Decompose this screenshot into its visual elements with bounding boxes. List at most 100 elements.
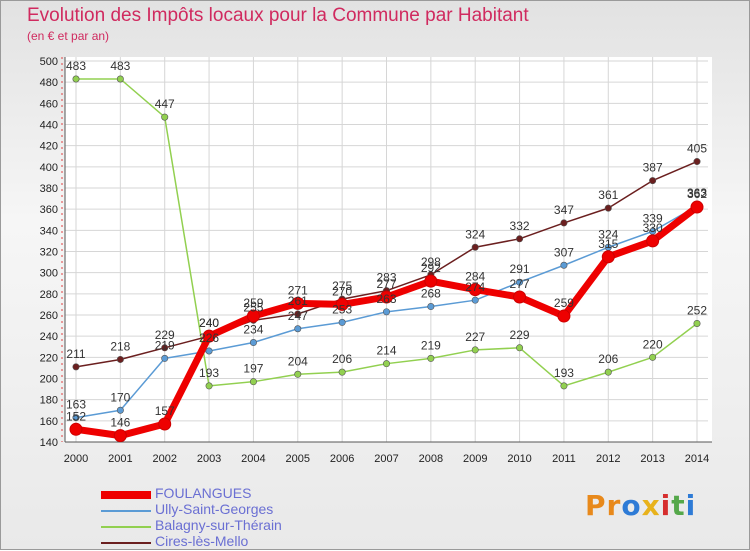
data-label: 270	[332, 284, 352, 298]
data-point	[294, 310, 302, 318]
data-label: 252	[687, 303, 707, 317]
data-label: 263	[376, 292, 396, 306]
logo-letter: P	[585, 489, 607, 522]
data-label: 253	[332, 302, 352, 316]
legend-label: Cires-lès-Mello	[155, 533, 249, 549]
y-tick-label: 220	[40, 352, 58, 364]
data-label: 315	[598, 237, 618, 251]
data-label: 219	[155, 338, 175, 352]
data-point	[516, 344, 524, 352]
data-label: 240	[199, 316, 219, 330]
data-label: 197	[243, 362, 263, 376]
data-point	[161, 113, 169, 121]
data-point	[116, 75, 124, 83]
x-tick-label: 2005	[286, 453, 310, 465]
data-label: 275	[332, 279, 352, 293]
data-label: 240	[199, 316, 219, 330]
data-label: 214	[376, 344, 396, 358]
data-label: 157	[155, 404, 175, 418]
data-label: 363	[687, 186, 707, 200]
x-tick-label: 2004	[241, 453, 265, 465]
data-point	[693, 158, 701, 166]
data-label: 219	[421, 338, 441, 352]
data-label: 226	[199, 331, 219, 345]
data-label: 247	[288, 309, 308, 323]
data-point	[516, 235, 524, 243]
logo-letter: x	[641, 489, 661, 522]
y-tick-label: 280	[40, 289, 58, 301]
data-label: 255	[243, 300, 263, 314]
data-label: 146	[110, 416, 130, 430]
x-tick-label: 2013	[640, 453, 664, 465]
legend-swatch	[101, 491, 151, 499]
data-point	[158, 417, 172, 431]
y-tick-label: 200	[40, 374, 58, 386]
data-point	[338, 368, 346, 376]
y-tick-label: 420	[40, 141, 58, 153]
y-tick-label: 240	[40, 331, 58, 343]
data-point	[516, 278, 524, 286]
logo-letter: i	[660, 489, 672, 522]
data-point	[513, 290, 527, 304]
data-point	[560, 382, 568, 390]
data-label: 291	[510, 262, 530, 276]
x-tick-label: 2002	[152, 453, 176, 465]
data-point	[161, 344, 169, 352]
x-tick-label: 2001	[108, 453, 132, 465]
legend-swatch	[101, 542, 151, 544]
y-tick-label: 400	[40, 162, 58, 174]
data-point	[560, 261, 568, 269]
data-label: 292	[421, 261, 441, 275]
data-label: 339	[643, 211, 663, 225]
data-label: 261	[288, 294, 308, 308]
legend-label: FOULANGUES	[155, 485, 252, 501]
x-tick-label: 2000	[64, 453, 88, 465]
data-point	[601, 250, 615, 264]
data-label: 405	[687, 142, 707, 156]
data-point	[116, 406, 124, 414]
data-point	[69, 422, 83, 436]
y-tick-label: 300	[40, 268, 58, 280]
data-point	[427, 354, 435, 362]
data-label: 259	[243, 296, 263, 310]
x-tick-label: 2014	[685, 453, 709, 465]
data-point	[249, 339, 257, 347]
data-point	[693, 319, 701, 327]
legend-swatch	[101, 526, 151, 528]
y-tick-label: 160	[40, 416, 58, 428]
data-point	[471, 346, 479, 354]
data-label: 277	[376, 277, 396, 291]
data-point	[557, 309, 571, 323]
data-point	[116, 355, 124, 363]
data-point	[427, 303, 435, 311]
data-point	[294, 325, 302, 333]
x-tick-label: 2009	[463, 453, 487, 465]
data-label: 447	[155, 97, 175, 111]
data-point	[382, 308, 390, 316]
data-point	[690, 200, 704, 214]
logo-letter: o	[621, 489, 642, 522]
logo-letter: i	[685, 489, 697, 522]
y-tick-label: 360	[40, 204, 58, 216]
legend-swatch	[101, 510, 151, 512]
data-label: 206	[332, 352, 352, 366]
data-point	[246, 309, 260, 323]
data-label: 324	[598, 227, 618, 241]
data-label: 229	[155, 328, 175, 342]
x-tick-label: 2011	[552, 453, 576, 465]
x-tick-label: 2007	[374, 453, 398, 465]
y-tick-label: 340	[40, 225, 58, 237]
data-label: 283	[376, 271, 396, 285]
data-label: 347	[554, 203, 574, 217]
y-tick-label: 500	[40, 56, 58, 68]
data-label: 234	[243, 323, 263, 337]
data-point	[291, 296, 305, 310]
data-label: 229	[510, 328, 530, 342]
data-label: 152	[66, 409, 86, 423]
data-point	[382, 360, 390, 368]
data-point	[294, 370, 302, 378]
data-point	[72, 414, 80, 422]
x-tick-label: 2003	[197, 453, 221, 465]
